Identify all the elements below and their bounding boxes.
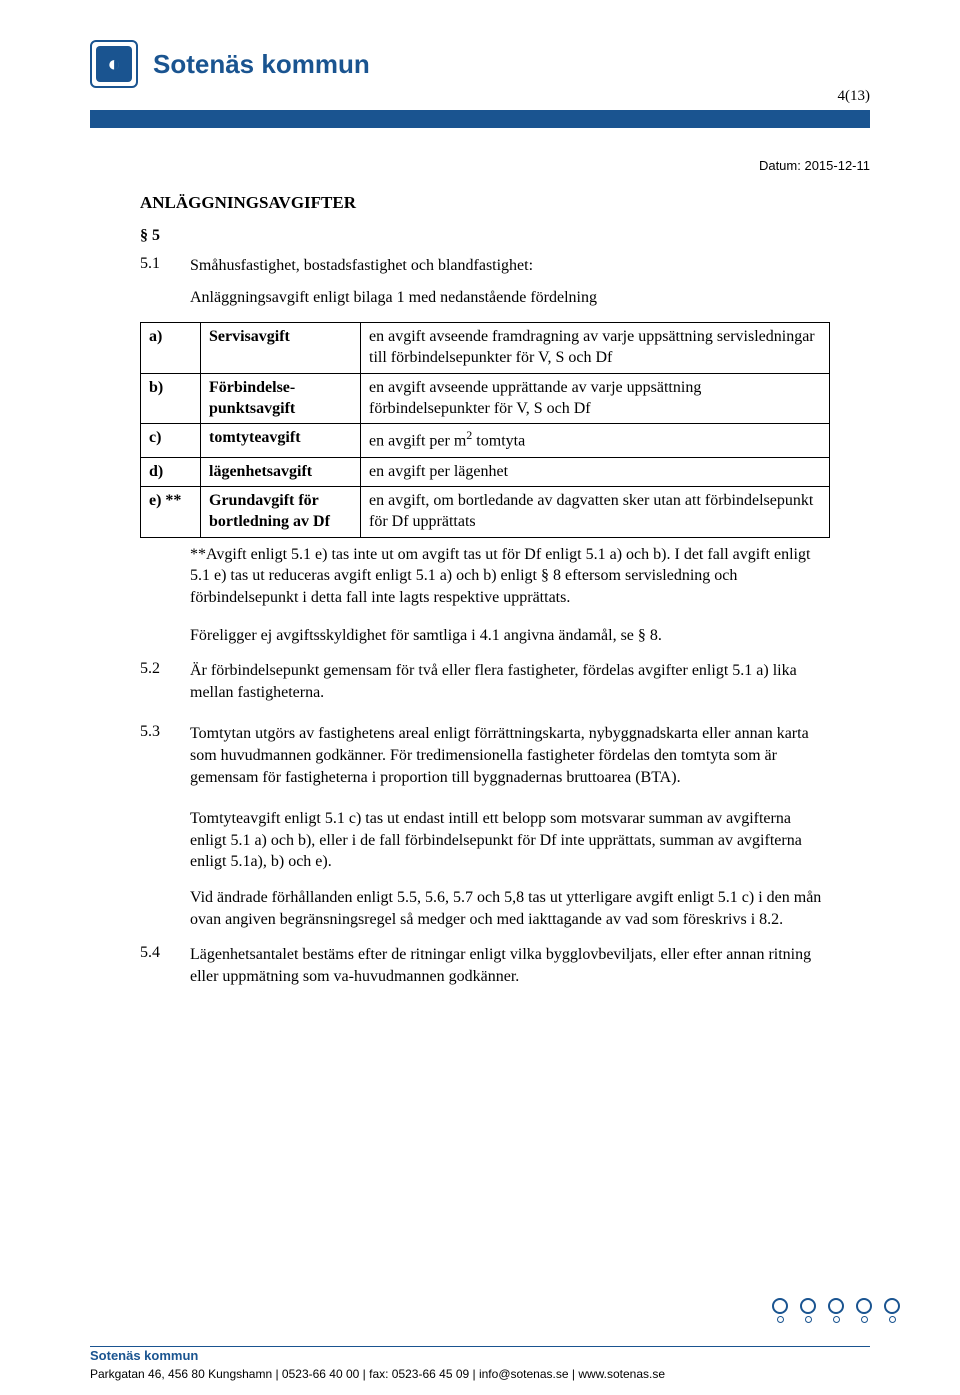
table-cell-term: Grundavgift för bortledning av Df — [201, 487, 361, 538]
fee-definitions-table: a)Servisavgiften avgift avseende framdra… — [140, 322, 830, 538]
table-cell-key: d) — [141, 457, 201, 487]
table-cell-key: b) — [141, 373, 201, 424]
table-row: a)Servisavgiften avgift avseende framdra… — [141, 323, 830, 374]
table-cell-definition: en avgift per lägenhet — [361, 457, 830, 487]
org-logo: ◐ — [90, 40, 138, 88]
paragraph-5-3-b: Tomtyteavgift enligt 5.1 c) tas ut endas… — [190, 808, 830, 873]
table-cell-definition: en avgift avseende upprättande av varje … — [361, 373, 830, 424]
paragraph-number-5: § 5 — [140, 227, 190, 245]
table-cell-term: lägenhetsavgift — [201, 457, 361, 487]
document-date: Datum: 2015-12-11 — [90, 158, 870, 173]
table-footnote: **Avgift enligt 5.1 e) tas inte ut om av… — [190, 544, 830, 609]
page-indicator: 4(13) — [90, 88, 870, 105]
decorative-circles — [772, 1298, 900, 1323]
paragraph-number-5-3: 5.3 — [140, 723, 190, 788]
table-row: e) **Grundavgift för bortledning av Dfen… — [141, 487, 830, 538]
page-header: ◐ Sotenäs kommun — [90, 40, 870, 88]
table-cell-term: Servisavgift — [201, 323, 361, 374]
paragraph-5-1-sub: Anläggningsavgift enligt bilaga 1 med ne… — [190, 287, 830, 309]
table-cell-term: Förbindelse-punktsavgift — [201, 373, 361, 424]
table-cell-key: e) ** — [141, 487, 201, 538]
table-cell-term: tomtyteavgift — [201, 424, 361, 457]
table-cell-definition: en avgift per m2 tomtyta — [361, 424, 830, 457]
paragraph-5-1-lead: Småhusfastighet, bostadsfastighet och bl… — [190, 255, 830, 277]
after-footnote-text: Föreligger ej avgiftsskyldighet för samt… — [190, 625, 830, 647]
paragraph-5-3-c: Vid ändrade förhållanden enligt 5.5, 5.6… — [190, 887, 830, 930]
table-row: b)Förbindelse-punktsavgiften avgift avse… — [141, 373, 830, 424]
table-row: c)tomtyteavgiften avgift per m2 tomtyta — [141, 424, 830, 457]
paragraph-number-5-2: 5.2 — [140, 660, 190, 703]
page-footer: Sotenäs kommun Parkgatan 46, 456 80 Kung… — [90, 1346, 870, 1384]
table-cell-key: a) — [141, 323, 201, 374]
paragraph-number-5-1: 5.1 — [140, 255, 190, 277]
table-cell-definition: en avgift, om bortledande av dagvatten s… — [361, 487, 830, 538]
footer-org-name: Sotenäs kommun — [90, 1346, 870, 1366]
footer-contact-line: Parkgatan 46, 456 80 Kungshamn | 0523-66… — [90, 1365, 870, 1383]
paragraph-number-5-4: 5.4 — [140, 944, 190, 987]
table-cell-definition: en avgift avseende framdragning av varje… — [361, 323, 830, 374]
org-name: Sotenäs kommun — [153, 49, 370, 80]
logo-glyph-icon: ◐ — [96, 46, 132, 82]
header-divider — [90, 110, 870, 128]
table-cell-key: c) — [141, 424, 201, 457]
section-heading: ANLÄGGNINGSAVGIFTER — [140, 193, 830, 213]
table-row: d)lägenhetsavgiften avgift per lägenhet — [141, 457, 830, 487]
paragraph-5-4: Lägenhetsantalet bestäms efter de ritnin… — [190, 944, 830, 987]
paragraph-5-2: Är förbindelsepunkt gemensam för två ell… — [190, 660, 830, 703]
paragraph-5-3: Tomtytan utgörs av fastighetens areal en… — [190, 723, 830, 788]
